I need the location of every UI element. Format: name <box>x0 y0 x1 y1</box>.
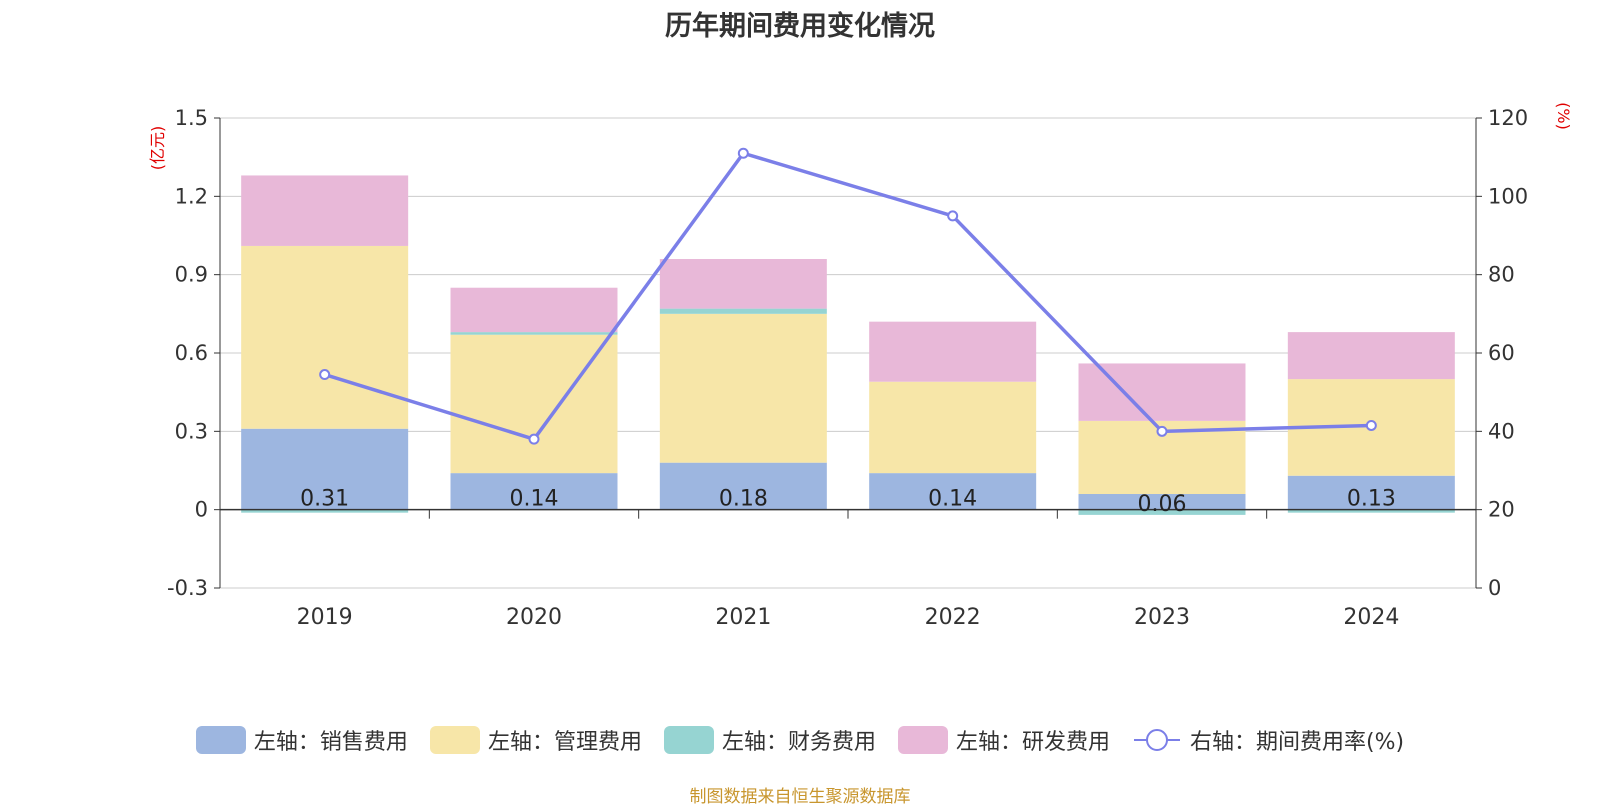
right-tick-label: 60 <box>1488 341 1515 365</box>
bar-segment <box>1078 509 1246 515</box>
left-tick-label: 0 <box>195 498 208 522</box>
bar-segment <box>450 334 618 474</box>
left-tick-label: 0.9 <box>175 263 208 287</box>
left-tick-label: -0.3 <box>167 576 208 600</box>
x-tick-label: 2024 <box>1343 605 1399 630</box>
rate-point <box>737 147 749 159</box>
legend-label-rnd: 左轴：研发费用 <box>955 730 1110 755</box>
legend-label-admin: 左轴：管理费用 <box>487 730 642 755</box>
bar-segment <box>1287 332 1455 380</box>
legend-item-rnd[interactable]: 左轴：研发费用 <box>897 724 1110 756</box>
right-tick-label: 80 <box>1488 263 1515 287</box>
bar-segment <box>659 313 827 463</box>
chart-title: 历年期间费用变化情况 <box>665 11 935 42</box>
right-tick-label: 120 <box>1488 106 1528 130</box>
legend-label-rate: 右轴：期间费用率(%) <box>1189 730 1405 755</box>
x-tick-label: 2022 <box>925 605 981 630</box>
left-tick-label: 1.2 <box>175 184 208 208</box>
bar-segment <box>659 259 827 309</box>
data-label: 0.14 <box>510 487 559 512</box>
bar-segment <box>450 287 618 333</box>
rate-point <box>1156 425 1168 437</box>
legend-line-marker-icon <box>1132 726 1182 754</box>
right-axis-unit: (%) <box>1554 102 1573 130</box>
bar-segment <box>869 473 1037 510</box>
bar-segment <box>869 381 1037 474</box>
legend-swatch-admin <box>429 726 480 754</box>
right-tick-label: 20 <box>1488 498 1515 522</box>
data-label: 0.31 <box>300 487 349 512</box>
bar-segment <box>241 428 409 510</box>
bar-segment <box>241 175 409 246</box>
bar-segment <box>1078 494 1246 510</box>
left-tick-label: 0.6 <box>175 341 208 365</box>
data-label: 0.18 <box>719 487 768 512</box>
bar-segment <box>659 308 827 314</box>
bar-segment <box>659 462 827 510</box>
left-tick-label: 0.3 <box>175 419 208 443</box>
bar-segment <box>241 245 409 429</box>
data-label: 0.06 <box>1138 492 1187 517</box>
legend-item-admin[interactable]: 左轴：管理费用 <box>429 724 642 756</box>
rate-line <box>324 151 1372 441</box>
left-tick-label: 1.5 <box>175 106 208 130</box>
legend-swatch-sales <box>195 726 246 754</box>
chart-legend: 左轴：销售费用 左轴：管理费用 左轴：财务费用 左轴：研发费用 右轴：期间费用率… <box>0 722 1600 758</box>
x-tick-label: 2023 <box>1134 605 1190 630</box>
left-axis-unit: (亿元) <box>148 126 167 171</box>
bar-segment <box>1287 509 1455 513</box>
rate-point <box>528 433 540 445</box>
bar-segment <box>1287 475 1455 510</box>
right-tick-label: 0 <box>1488 576 1501 600</box>
legend-item-rate[interactable]: 右轴：期间费用率(%) <box>1132 724 1404 756</box>
legend-swatch-rnd <box>897 726 948 754</box>
bar-segment <box>450 332 618 335</box>
legend-item-finance[interactable]: 左轴：财务费用 <box>663 724 876 756</box>
legend-label-sales: 左轴：销售费用 <box>253 730 408 755</box>
data-label: 0.14 <box>928 487 977 512</box>
rate-point <box>1365 419 1377 431</box>
legend-label-finance: 左轴：财务费用 <box>721 730 876 755</box>
x-tick-label: 2021 <box>715 605 771 630</box>
source-note: 制图数据来自恒生聚源数据库 <box>689 787 911 807</box>
right-tick-label: 40 <box>1488 419 1515 443</box>
right-tick-label: 100 <box>1488 184 1528 208</box>
x-tick-label: 2019 <box>297 605 353 630</box>
legend-item-sales[interactable]: 左轴：销售费用 <box>195 724 408 756</box>
legend-swatch-finance <box>663 726 714 754</box>
x-tick-label: 2020 <box>506 605 562 630</box>
data-label: 0.13 <box>1347 487 1396 512</box>
rate-point <box>319 369 331 381</box>
bar-segment <box>241 509 409 513</box>
bar-segment <box>450 473 618 510</box>
rate-point <box>947 210 959 222</box>
bar-segment <box>869 321 1037 382</box>
